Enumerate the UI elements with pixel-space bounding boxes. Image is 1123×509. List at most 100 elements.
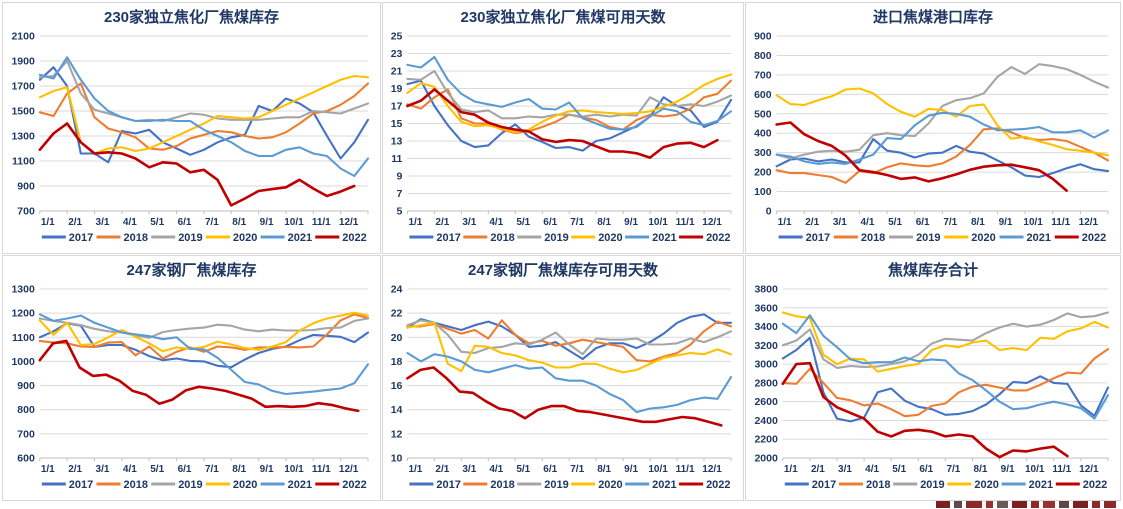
legend-label: 2021 <box>288 479 312 491</box>
legend-item-2018: 2018 <box>96 232 148 244</box>
legend-label: 2017 <box>806 232 830 244</box>
x-axis-tick-label: 9/1 <box>260 464 274 475</box>
legend-item-2018: 2018 <box>96 479 148 491</box>
x-axis-tick-label: 9/1 <box>624 217 638 228</box>
x-axis-ticks <box>406 458 732 461</box>
y-axis-tick-label: 600 <box>17 453 35 465</box>
watermark-block <box>1059 501 1070 508</box>
y-axis-tick-label: 24 <box>391 284 403 296</box>
series-line-2022 <box>406 366 723 427</box>
legend-item-2020: 2020 <box>205 232 257 244</box>
x-axis-tick-label: 3/1 <box>838 464 852 475</box>
x-axis-tick-label: 3/1 <box>462 217 476 228</box>
chart-title: 247家钢厂焦煤库存 <box>126 262 257 279</box>
x-axis-tick-label: 8/1 <box>971 217 985 228</box>
legend-item-2021: 2021 <box>625 232 677 244</box>
x-axis-tick-label: 5/1 <box>888 217 902 228</box>
y-axis-tick-label: 0 <box>766 206 772 218</box>
watermark-block <box>1104 501 1116 508</box>
legend-label: 2021 <box>1029 479 1053 491</box>
legend-label: 2022 <box>342 479 366 491</box>
series-line-2019 <box>38 317 370 339</box>
legend-item-2017: 2017 <box>41 232 93 244</box>
gridlines <box>39 35 368 212</box>
legend-label: 2020 <box>974 479 998 491</box>
legend-label: 2017 <box>69 232 93 244</box>
x-axis-tick-label: 10/1 <box>648 217 668 228</box>
x-axis-tick-label: 5/1 <box>892 464 906 475</box>
legend-label: 2018 <box>866 479 890 491</box>
chart-panel-3: 进口焦煤港口库存 0 100 200 300 400 500 600 700 800 900 1/1 2… <box>745 2 1121 254</box>
cropped-watermark-fragment <box>936 501 1116 509</box>
x-axis-tick-label: 9/1 <box>624 464 638 475</box>
legend-label: 2019 <box>916 232 940 244</box>
legend-label: 2020 <box>598 479 622 491</box>
legend-label: 2019 <box>178 479 202 491</box>
y-axis-tick-label: 1100 <box>12 332 35 344</box>
legend-item-2019: 2019 <box>517 232 569 244</box>
x-axis-tick-label: 11/1 <box>312 464 331 475</box>
legend-label: 2022 <box>1082 232 1106 244</box>
gridlines <box>407 288 731 459</box>
y-axis-tick-label: 10 <box>391 453 403 465</box>
x-axis-tick-label: 12/1 <box>702 464 722 475</box>
legend-item-2019: 2019 <box>889 232 941 244</box>
x-axis-tick-label: 11/1 <box>676 464 695 475</box>
series-line-2020 <box>781 311 1110 373</box>
legend-item-2021: 2021 <box>625 479 677 491</box>
legend-item-2022: 2022 <box>315 232 367 244</box>
legend-label: 2020 <box>233 479 257 491</box>
series-line-2017 <box>781 336 1110 423</box>
x-axis-tick-label: 4/1 <box>865 464 879 475</box>
chart-panel-1: 230家独立焦化厂焦煤库存 700 900 1100 1300 1500 1700 1900 2… <box>2 2 381 254</box>
y-axis-tick-label: 2000 <box>754 453 778 465</box>
x-axis-tick-label: 3/1 <box>96 217 110 228</box>
legend-item-2017: 2017 <box>778 232 830 244</box>
y-axis-tick-label: 23 <box>391 48 403 60</box>
series-line-2017 <box>406 313 733 361</box>
y-axis-tick-label: 900 <box>17 181 35 193</box>
legend-item-2021: 2021 <box>999 232 1051 244</box>
y-axis-tick-label: 400 <box>754 128 772 140</box>
x-axis-tick-label: 5/1 <box>516 464 530 475</box>
x-axis-tick-label: 7/1 <box>205 464 219 475</box>
x-axis-tick-label: 5/1 <box>516 217 530 228</box>
series-line-2020 <box>38 311 370 353</box>
y-axis-tick-label: 2200 <box>754 434 778 446</box>
x-axis-tick-label: 12/1 <box>1079 217 1099 228</box>
x-axis-tick-label: 10/1 <box>1023 217 1043 228</box>
y-axis-tick-label: 700 <box>754 69 772 81</box>
x-axis-tick-label: 2/1 <box>805 217 819 228</box>
x-axis-tick-label: 11/1 <box>312 217 331 228</box>
x-axis-tick-label: 12/1 <box>702 217 722 228</box>
series-line-2019 <box>775 63 1110 160</box>
legend-item-2019: 2019 <box>517 479 569 491</box>
x-axis-tick-label: 1/1 <box>784 464 798 475</box>
chart-panel-2: 230家独立焦化厂焦煤可用天数 5 7 9 11 13 15 17 19 21 23 25 1/1 2/1… <box>382 2 744 254</box>
y-axis-tick-label: 13 <box>391 136 403 148</box>
legend-item-2019: 2019 <box>893 479 945 491</box>
y-axis-tick-label: 11 <box>391 153 402 165</box>
charts-grid: 230家独立焦化厂焦煤库存 700 900 1100 1300 1500 1700 1900 2… <box>2 2 1121 501</box>
chart-canvas: 600 700 800 900 1000 1100 1200 1300 1/1 2/1 3/1 4/1… <box>11 284 370 491</box>
legend-label: 2020 <box>971 232 995 244</box>
legend-item-2017: 2017 <box>784 479 836 491</box>
series-line-2021 <box>38 56 370 178</box>
legend-label: 2021 <box>652 479 676 491</box>
y-axis-tick-label: 700 <box>17 428 35 440</box>
chart-title: 进口焦煤港口库存 <box>872 9 993 26</box>
y-axis-tick-label: 3800 <box>754 284 778 296</box>
series-line-2018 <box>781 348 1110 418</box>
chart-panel-4: 247家钢厂焦煤库存 600 700 800 900 1000 1100 1200 1300 1/… <box>2 255 381 501</box>
watermark-block <box>1073 501 1088 508</box>
legend-label: 2022 <box>1083 479 1107 491</box>
y-axis-tick-label: 16 <box>391 380 403 392</box>
y-axis-tick-label: 7 <box>397 188 403 200</box>
x-axis-tick-label: 8/1 <box>974 464 988 475</box>
x-axis-tick-label: 4/1 <box>489 217 503 228</box>
x-axis-tick-label: 4/1 <box>860 217 874 228</box>
chart-panel-6: 焦煤库存合计 2000 2200 2400 2600 2800 3000 3200 3400 36… <box>745 255 1121 501</box>
series-line-2021 <box>406 351 733 414</box>
legend-item-2021: 2021 <box>260 232 312 244</box>
x-axis-tick-label: 7/1 <box>570 217 584 228</box>
